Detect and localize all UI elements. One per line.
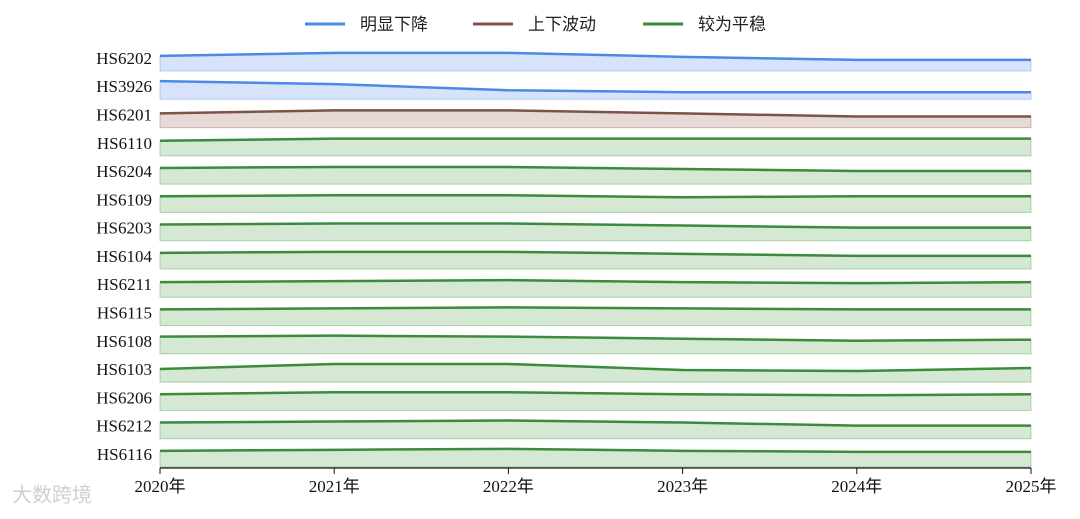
ridge-area xyxy=(159,166,1032,185)
ridge-area xyxy=(159,223,1032,242)
row-label: HS6211 xyxy=(97,275,152,294)
ridge-line xyxy=(159,79,1031,94)
row-label: HS6103 xyxy=(96,360,152,379)
ridge-line xyxy=(159,51,1031,62)
ridge-line xyxy=(159,250,1031,258)
x-tick-label: 2020年 xyxy=(135,477,186,496)
ridge-area xyxy=(159,251,1032,270)
x-tick-label: 2023年 xyxy=(657,477,708,496)
x-tick-label: 2022年 xyxy=(483,477,534,496)
row-label: HS6203 xyxy=(96,219,152,238)
row-label: HS6115 xyxy=(97,303,152,322)
row-label: HS6204 xyxy=(96,162,152,181)
ridge-line xyxy=(159,278,1032,285)
x-tick-label: 2021年 xyxy=(309,477,360,496)
legend-label: 较为平稳 xyxy=(698,15,766,35)
ridge-line xyxy=(159,419,1031,427)
ridge-area xyxy=(159,138,1032,157)
ridge-line xyxy=(159,109,1031,118)
ridge-line xyxy=(159,222,1031,229)
ridge-line xyxy=(159,165,1031,173)
x-tick-label: 2025年 xyxy=(1006,477,1057,496)
row-label: HS6104 xyxy=(96,247,152,266)
ridge-area xyxy=(159,420,1032,440)
row-label: HS6108 xyxy=(96,332,152,351)
row-label: HS6116 xyxy=(97,445,152,464)
row-label: HS6110 xyxy=(97,134,152,153)
row-label: HS6202 xyxy=(96,49,152,68)
row-label: HS6201 xyxy=(96,105,152,124)
row-label: HS6206 xyxy=(96,388,152,407)
ridge-line xyxy=(159,362,1032,373)
ridge-line xyxy=(159,390,1032,397)
watermark: 大数跨境 xyxy=(12,483,92,507)
ridge-line xyxy=(159,137,1031,142)
legend-label: 明显下降 xyxy=(360,15,428,35)
ridge-line xyxy=(159,194,1031,199)
x-tick-label: 2024年 xyxy=(831,477,882,496)
ridge-line xyxy=(159,306,1031,311)
ridge-line xyxy=(159,447,1031,454)
row-label: HS6109 xyxy=(96,190,152,209)
row-label: HS3926 xyxy=(96,77,152,96)
legend-label: 上下波动 xyxy=(528,15,596,35)
ridge-line xyxy=(159,334,1032,342)
ridge-area xyxy=(159,194,1032,213)
row-label: HS6212 xyxy=(96,417,152,436)
